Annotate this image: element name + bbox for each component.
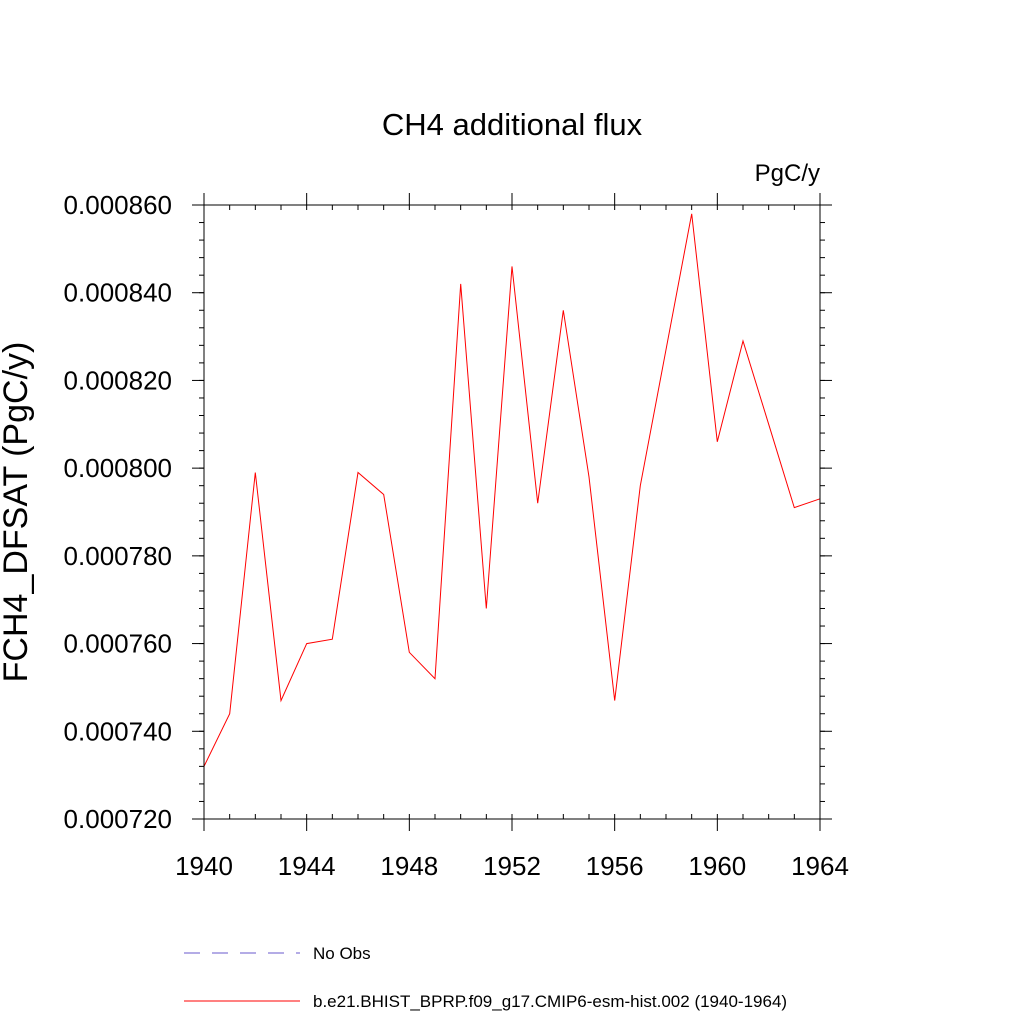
minor-ticks bbox=[199, 204, 825, 820]
y-tick-label: 0.000860 bbox=[64, 190, 172, 220]
y-tick-label: 0.000720 bbox=[64, 804, 172, 834]
x-tick-label: 1952 bbox=[483, 851, 541, 881]
x-tick-label: 1964 bbox=[791, 851, 849, 881]
units-label: PgC/y bbox=[755, 160, 820, 187]
x-tick-label: 1956 bbox=[586, 851, 644, 881]
y-tick-labels: 0.000720 0.000740 0.000760 0.000780 0.000800… bbox=[64, 190, 172, 834]
x-tick-label: 1960 bbox=[688, 851, 746, 881]
legend: No Obs b.e21.BHIST_BPRP.f09_g17.CMIP6-es… bbox=[184, 944, 787, 1011]
chart-title: CH4 additional flux bbox=[382, 107, 643, 142]
legend-label-no-obs: No Obs bbox=[313, 944, 371, 963]
y-tick-label: 0.000780 bbox=[64, 541, 172, 571]
legend-label-model: b.e21.BHIST_BPRP.f09_g17.CMIP6-esm-hist.… bbox=[313, 992, 787, 1011]
x-tick-label: 1944 bbox=[278, 851, 336, 881]
y-tick-label: 0.000840 bbox=[64, 278, 172, 308]
x-tick-label: 1948 bbox=[380, 851, 438, 881]
plot-frame bbox=[203, 204, 821, 820]
y-tick-label: 0.000740 bbox=[64, 716, 172, 746]
y-tick-label: 0.000820 bbox=[64, 365, 172, 395]
y-axis-label: FCH4_DFSAT (PgC/y) bbox=[0, 342, 35, 683]
x-tick-label: 1940 bbox=[175, 851, 233, 881]
major-ticks bbox=[192, 193, 832, 831]
series-line bbox=[203, 213, 821, 767]
series-layer bbox=[203, 213, 821, 767]
x-tick-labels: 1940 1944 1948 1952 1956 1960 1964 bbox=[175, 851, 849, 881]
y-tick-label: 0.000800 bbox=[64, 453, 172, 483]
y-tick-label: 0.000760 bbox=[64, 629, 172, 659]
